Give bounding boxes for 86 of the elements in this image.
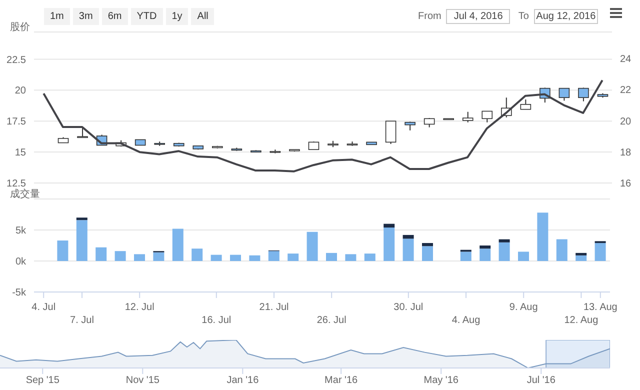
bar <box>576 252 587 256</box>
candlestick <box>424 118 435 128</box>
bar <box>460 252 472 261</box>
x-tick-label: 9. Aug <box>509 302 538 313</box>
text: From <box>418 11 442 22</box>
y2-tick-label: 20 <box>620 116 632 128</box>
y2-tick-label: 16 <box>620 178 632 190</box>
line-series <box>42 79 604 172</box>
text: Jul 4, 2016 <box>446 9 510 24</box>
bar <box>384 228 395 261</box>
bar <box>422 246 433 261</box>
bar <box>402 238 414 261</box>
y2-tick-label: 18 <box>620 147 632 158</box>
bar <box>192 248 203 261</box>
candlestick <box>578 87 589 102</box>
x-tick-label: Mar '16 <box>324 375 358 386</box>
bar <box>268 251 280 261</box>
bar <box>556 239 568 261</box>
bar <box>402 234 414 239</box>
bar <box>364 254 376 261</box>
bar <box>384 224 395 228</box>
y-tick-label: 22.5 <box>6 54 26 66</box>
bar <box>480 248 491 261</box>
bar <box>134 254 145 261</box>
bar <box>576 255 587 261</box>
bar <box>76 220 88 261</box>
y-tick-label: 17.5 <box>6 116 26 128</box>
x-tick-label: 4. Jul <box>32 302 56 313</box>
x-tick-label: 4. Aug <box>452 315 480 326</box>
bar <box>57 240 68 261</box>
text: Aug 12, 2016 <box>534 9 598 24</box>
x-tick-label: Nov '15 <box>126 375 160 386</box>
bar <box>594 243 606 261</box>
x-tick-label: Sep '15 <box>26 375 60 386</box>
y2-tick-label: 22 <box>620 85 632 96</box>
text: YTD <box>130 8 163 25</box>
bar <box>114 251 126 261</box>
bar <box>153 252 164 261</box>
y-tick-label: 0k <box>15 256 27 268</box>
candlestick <box>520 98 532 110</box>
bar <box>498 242 510 261</box>
x-tick-label: Jul '16 <box>526 375 556 386</box>
candlestick <box>482 110 493 123</box>
x-tick-label: 13. Aug <box>583 302 618 313</box>
text: 1y <box>166 8 188 25</box>
bar <box>345 254 356 261</box>
bar <box>249 255 260 261</box>
x-tick-label: 7. Jul <box>70 315 94 326</box>
y-tick-label: -5k <box>12 288 27 299</box>
y-tick-label: 5k <box>15 226 27 237</box>
bar <box>537 212 548 261</box>
bar <box>480 246 491 249</box>
bar <box>96 247 107 261</box>
bar <box>518 252 529 261</box>
text: All <box>191 8 214 25</box>
y-tick-label: 12.5 <box>6 178 26 190</box>
candlestick <box>462 111 474 123</box>
x-tick-label: 30. Jul <box>394 302 424 313</box>
x-tick-label: 26. Jul <box>316 315 346 326</box>
bar <box>172 228 184 261</box>
bar <box>210 254 222 261</box>
x-tick-label: 12. Jul <box>124 302 154 313</box>
x-tick-label: May '16 <box>424 375 459 386</box>
y-axis-title: 成交量 <box>10 188 40 201</box>
x-tick-label: 16. Jul <box>202 315 232 326</box>
bar <box>326 252 337 261</box>
bar <box>288 254 299 261</box>
bar <box>306 232 318 261</box>
bar <box>230 254 241 261</box>
bar <box>498 239 510 242</box>
x-tick-label: 21. Jul <box>259 302 289 313</box>
candlestick <box>385 120 396 145</box>
text: To <box>518 11 529 22</box>
y2-tick-label: 24 <box>620 54 632 66</box>
text: 3m <box>72 8 99 25</box>
x-tick-label: Jan '16 <box>226 375 260 386</box>
text: 1m <box>44 8 70 25</box>
y-tick-label: 20 <box>14 86 26 97</box>
bar <box>76 218 88 220</box>
text: 6m <box>102 8 128 25</box>
x-tick-label: 12. Aug <box>564 315 598 326</box>
y-tick-label: 15 <box>14 148 26 159</box>
candlestick <box>77 126 88 138</box>
candlestick <box>558 88 570 102</box>
y-axis-title: 股价 <box>10 21 30 34</box>
bar <box>422 243 433 246</box>
